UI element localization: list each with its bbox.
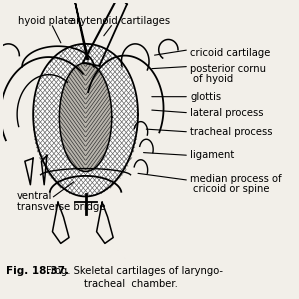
Text: cricoid or spine: cricoid or spine <box>193 184 270 194</box>
Text: transverse bridge: transverse bridge <box>16 202 105 212</box>
Text: Fig. 18.37.: Fig. 18.37. <box>6 266 68 276</box>
Polygon shape <box>33 44 138 196</box>
Text: of hyoid: of hyoid <box>193 74 234 84</box>
Text: posterior cornu: posterior cornu <box>190 64 266 74</box>
Text: ventral: ventral <box>16 191 52 202</box>
Text: lateral process: lateral process <box>190 108 264 118</box>
Polygon shape <box>60 63 112 172</box>
Text: ligament: ligament <box>190 150 235 160</box>
Text: Frog. Skeletal cartilages of laryngo-: Frog. Skeletal cartilages of laryngo- <box>45 266 222 276</box>
Text: glottis: glottis <box>190 92 222 102</box>
Text: arytenoid cartilages: arytenoid cartilages <box>70 16 170 26</box>
Polygon shape <box>60 63 112 172</box>
Text: cricoid cartilage: cricoid cartilage <box>190 48 271 58</box>
Text: tracheal process: tracheal process <box>190 127 273 137</box>
Text: hyoid plate: hyoid plate <box>18 16 74 26</box>
Text: tracheal  chamber.: tracheal chamber. <box>84 280 178 289</box>
Text: median process of: median process of <box>190 174 282 184</box>
